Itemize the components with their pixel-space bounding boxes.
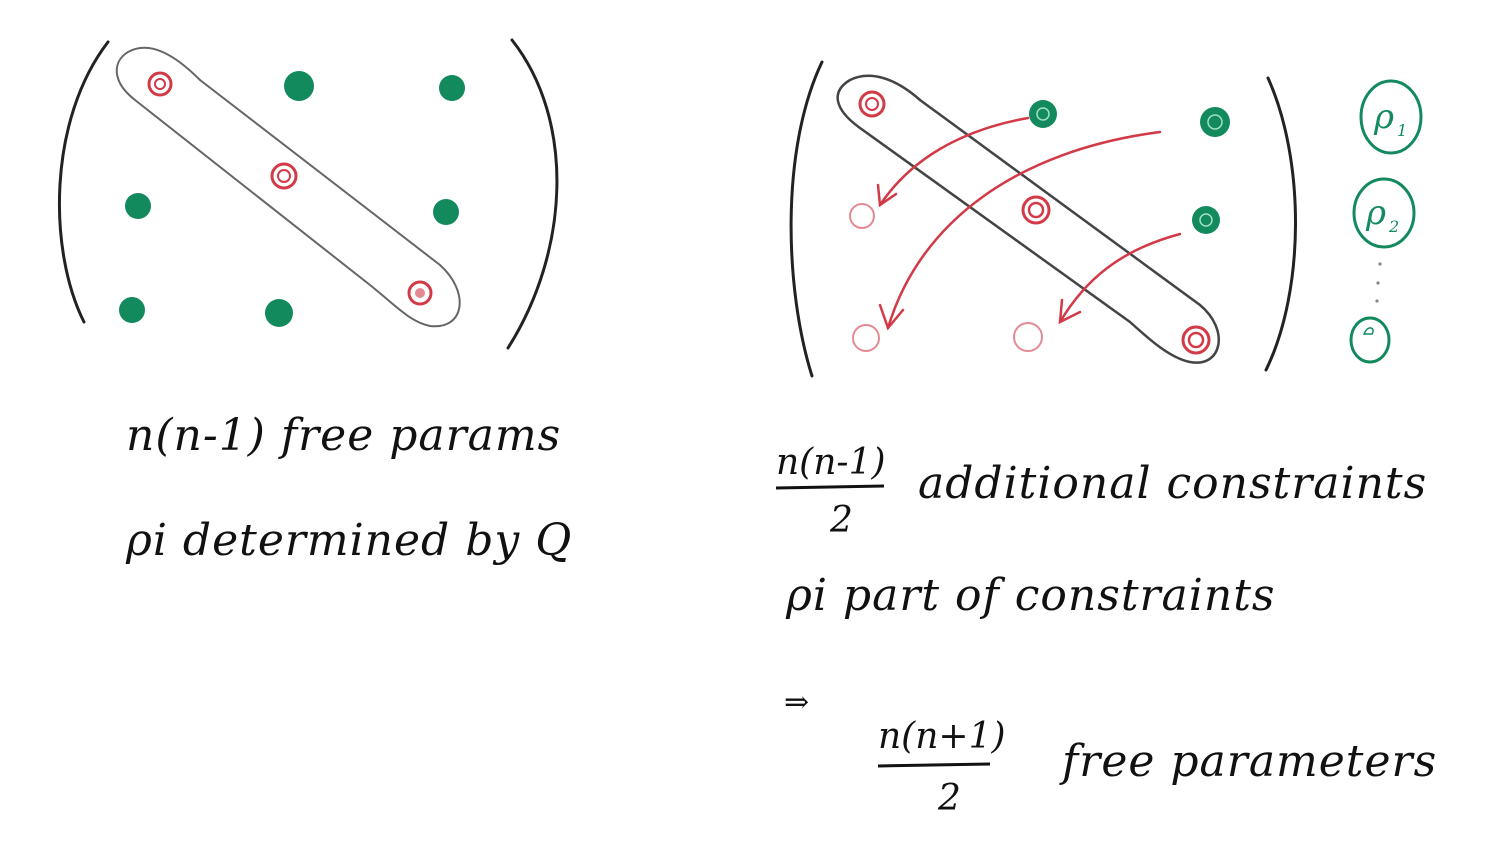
right-lower-target-dot	[852, 324, 880, 352]
right-transpose-arrows	[876, 116, 1182, 331]
result-frac-denominator: 2	[937, 778, 961, 819]
right-lower-target-dot	[849, 203, 875, 229]
rho-2-ring	[1352, 177, 1416, 249]
right-diagonal-dot	[1181, 325, 1211, 355]
rho-column: ρ 1 ρ 2	[1349, 79, 1423, 364]
left-offdiag-dot	[439, 75, 465, 101]
left-offdiag-dot	[265, 299, 293, 327]
right-upper-dot	[1029, 100, 1057, 128]
left-line1: n(n-1) free params	[126, 410, 561, 461]
left-diagonal-dot	[407, 280, 433, 306]
right-frac-bar	[775, 484, 885, 490]
right-upper-dot	[1200, 107, 1230, 137]
left-diagonal-dot	[270, 162, 298, 190]
left-matrix	[57, 38, 559, 350]
rho-2-label: ρ	[1365, 193, 1386, 233]
right-upper-dot	[1192, 206, 1220, 234]
rho-n-ring	[1349, 316, 1391, 364]
right-diagonal-dot	[858, 90, 886, 118]
arrow	[878, 116, 1030, 207]
left-matrix-right-bracket	[506, 38, 559, 350]
right-matrix	[789, 60, 1297, 378]
arrow	[1058, 232, 1182, 324]
rho-1-subscript: 1	[1397, 121, 1407, 140]
arrow-head	[876, 183, 898, 208]
implies-arrow: ⇒	[784, 685, 809, 720]
rho-n-mark	[1362, 327, 1374, 335]
right-matrix-left-bracket	[789, 60, 824, 378]
left-line2: ρi determined by Q	[125, 515, 572, 566]
right-diagonal-outline	[836, 74, 1220, 364]
left-offdiag-dot	[119, 297, 145, 323]
left-offdiag-dot	[125, 193, 151, 219]
rho-1-label: ρ	[1373, 97, 1394, 137]
right-matrix-right-bracket	[1264, 76, 1297, 372]
right-frac-numerator: n(n-1)	[776, 442, 886, 483]
right-diagonal-dot	[1021, 195, 1051, 225]
left-offdiag-dot	[433, 199, 459, 225]
left-diagonal-dot	[147, 71, 173, 97]
arrow-head	[1058, 298, 1082, 325]
result-rest: free parameters	[1059, 736, 1437, 787]
left-offdiag-dot	[284, 71, 314, 101]
right-line1-rest: additional constraints	[918, 458, 1427, 509]
result-frac-numerator: n(n+1)	[878, 716, 1006, 757]
rho-ellipsis-dots	[1375, 262, 1382, 303]
result-frac-bar	[877, 762, 991, 768]
rho-1-ring	[1359, 79, 1423, 155]
right-lower-target-dot	[1013, 322, 1043, 352]
arrow	[886, 130, 1162, 330]
right-frac-denominator: 2	[829, 500, 853, 541]
arrow-head	[878, 303, 905, 331]
right-line2: ρi part of constraints	[785, 570, 1275, 621]
left-diagonal-outline	[115, 46, 461, 328]
left-matrix-left-bracket	[57, 40, 110, 324]
rho-2-subscript: 2	[1388, 217, 1399, 236]
